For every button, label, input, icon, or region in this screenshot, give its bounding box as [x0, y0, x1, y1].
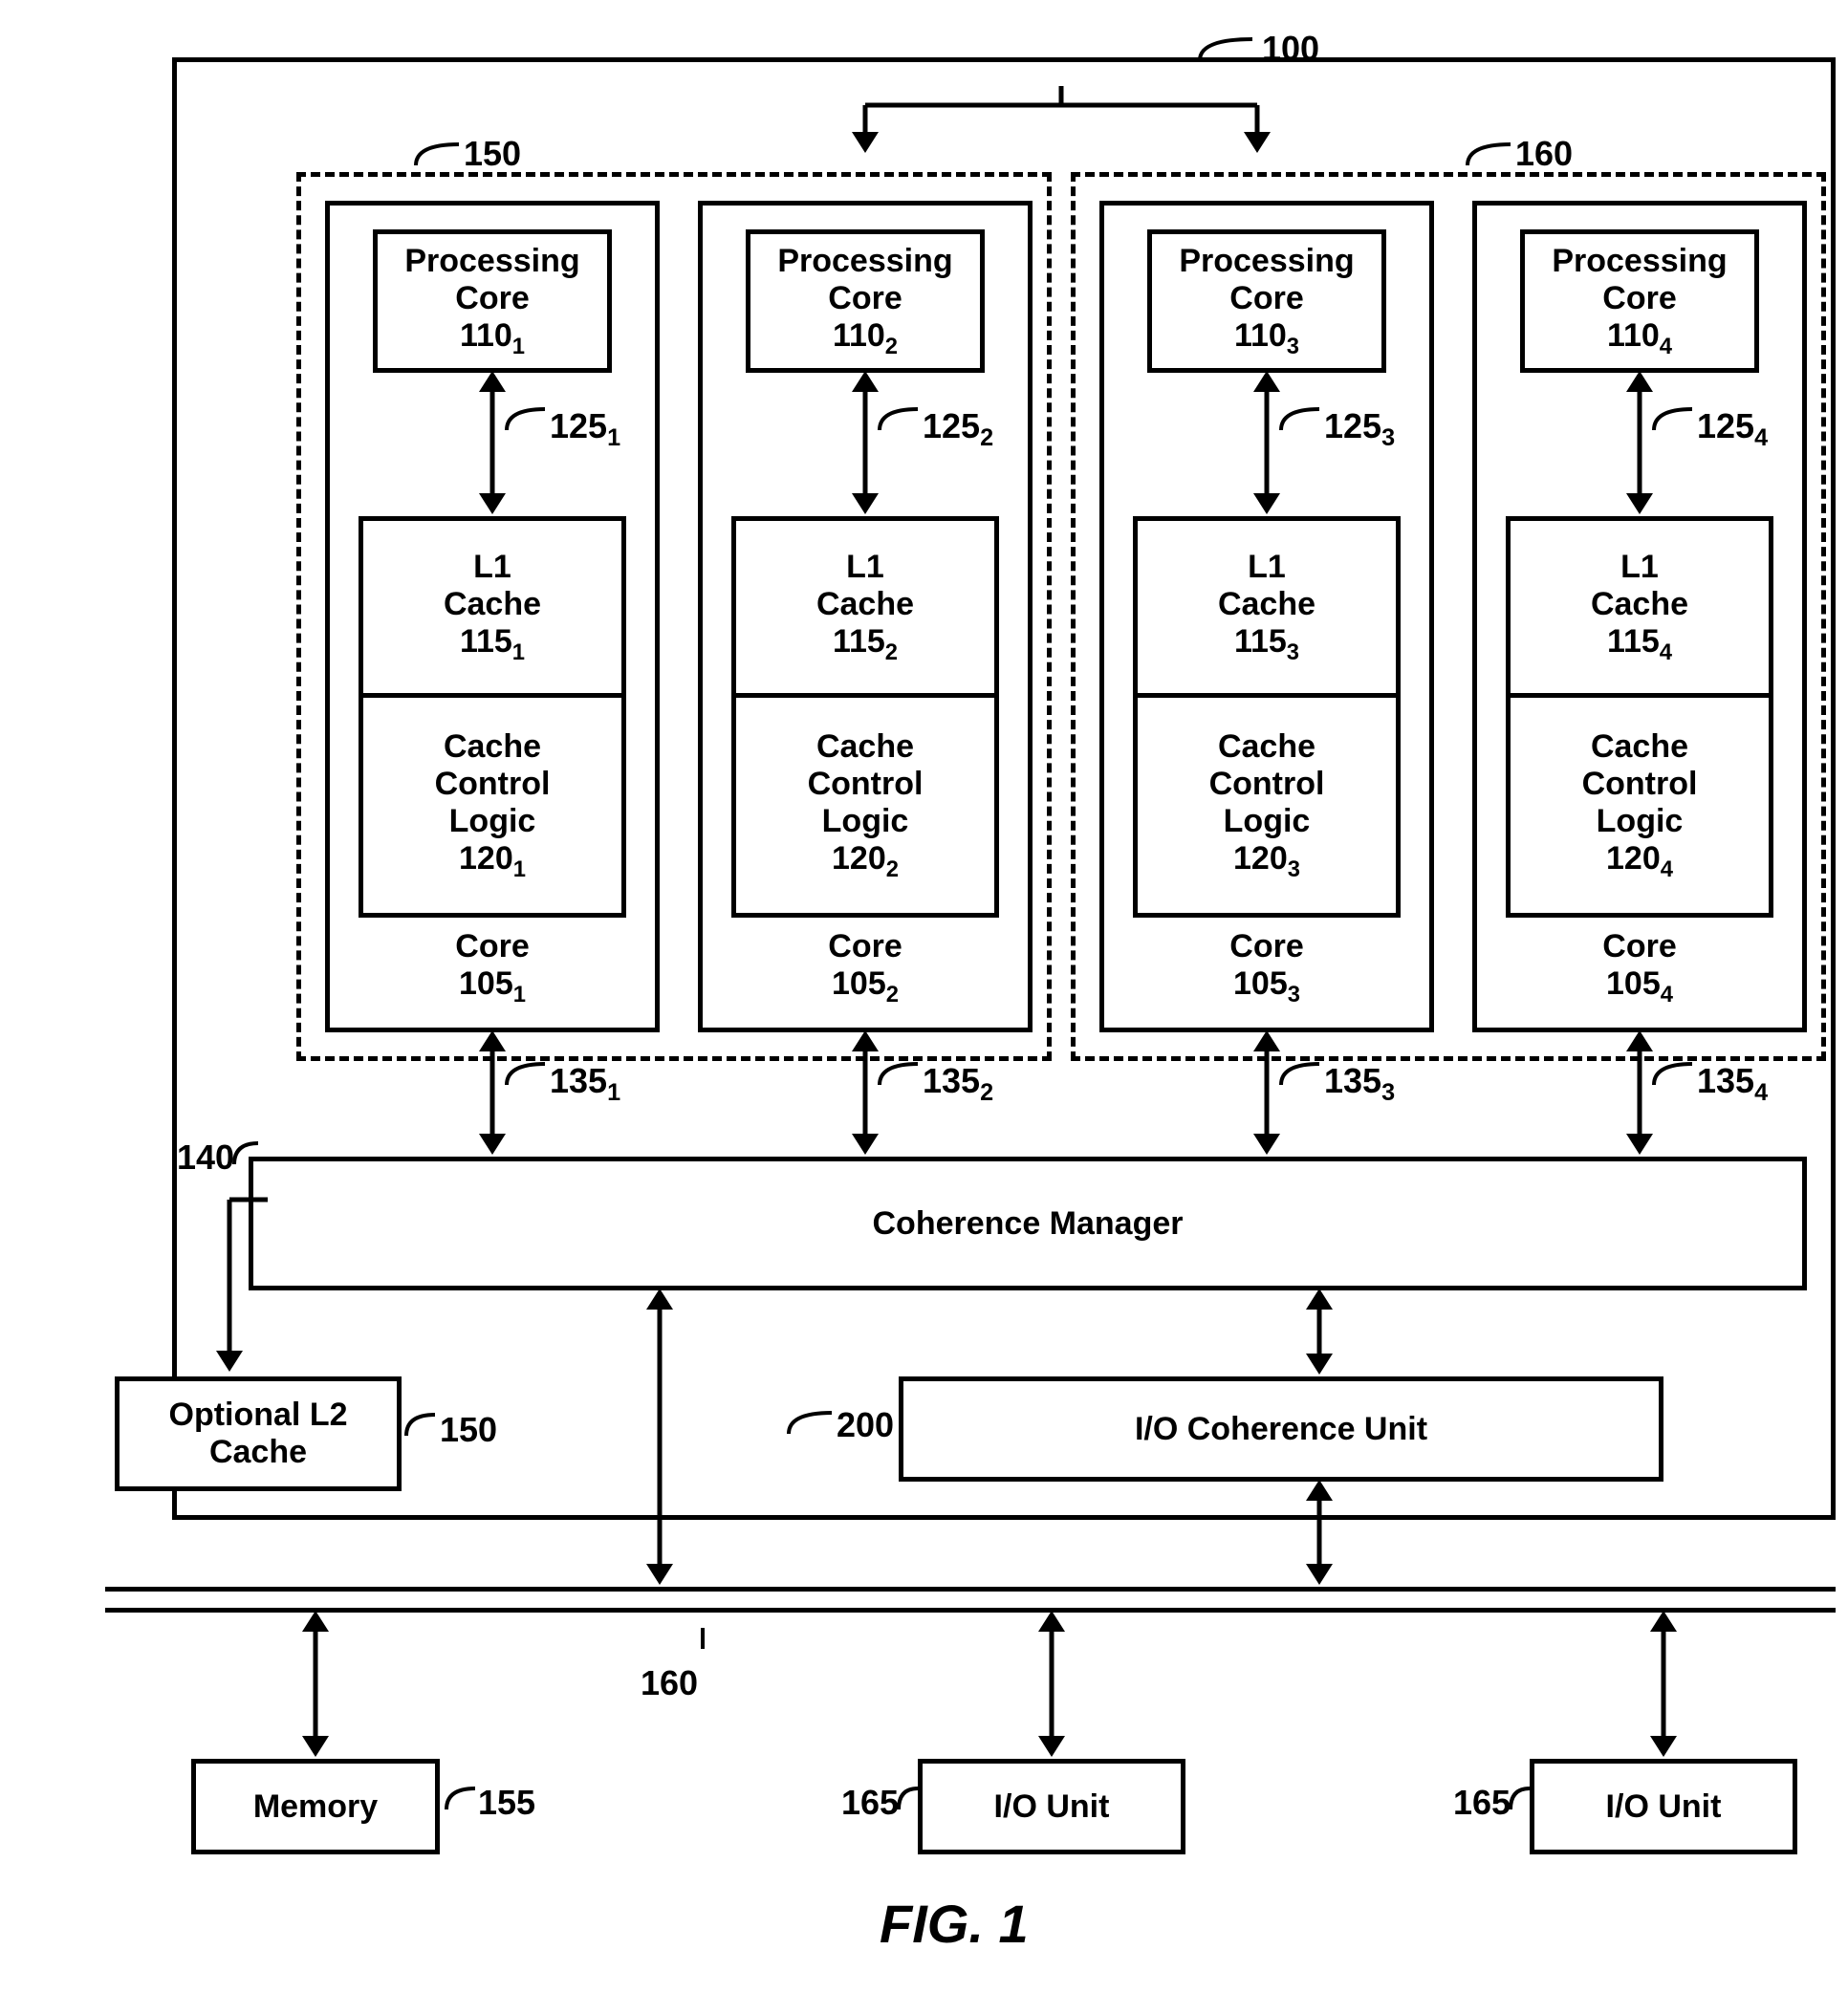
- processing-core-1: ProcessingCore1101: [373, 229, 612, 373]
- figure-caption: FIG. 1: [880, 1893, 1029, 1955]
- diagram-stage: 100150160Core1051ProcessingCore1101L1Cac…: [19, 19, 1848, 1974]
- bus-line-bottom: [105, 1608, 1836, 1613]
- bus-line-top: [105, 1587, 1836, 1592]
- io-unit-2: I/O Unit: [1530, 1759, 1797, 1854]
- processing-core-2: ProcessingCore1102: [746, 229, 985, 373]
- io-coherence-unit: I/O Coherence Unit: [899, 1376, 1663, 1482]
- l1-ccl-4: L1Cache1154CacheControlLogic1204: [1506, 516, 1773, 918]
- l1-ccl-3: L1Cache1153CacheControlLogic1203: [1133, 516, 1401, 918]
- memory: Memory: [191, 1759, 440, 1854]
- processing-core-4: ProcessingCore1104: [1520, 229, 1759, 373]
- l1-ccl-2: L1Cache1152CacheControlLogic1202: [731, 516, 999, 918]
- coherence-manager: Coherence Manager: [249, 1157, 1807, 1290]
- l1-ccl-1: L1Cache1151CacheControlLogic1201: [359, 516, 626, 918]
- processing-core-3: ProcessingCore1103: [1147, 229, 1386, 373]
- io-unit-1: I/O Unit: [918, 1759, 1185, 1854]
- l2-cache: Optional L2Cache: [115, 1376, 402, 1491]
